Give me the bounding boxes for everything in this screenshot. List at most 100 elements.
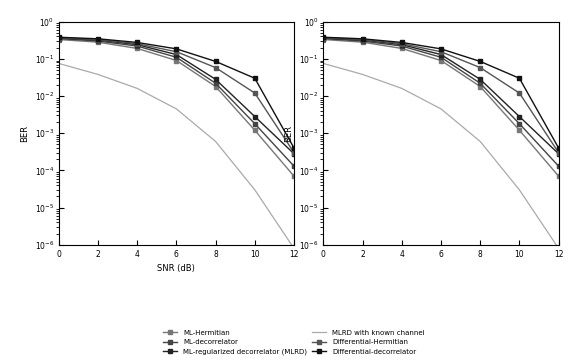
ML-Hermitian [95, 40, 102, 44]
Differential-Hermitian [251, 91, 258, 95]
Differential-Hermitian [173, 50, 180, 54]
ML-Hermitian [55, 37, 62, 42]
Differential-decorrelator [398, 40, 405, 45]
Differential-decorrelator [359, 37, 366, 41]
ML-decorrelator [516, 122, 523, 126]
MLRD with known channel [320, 61, 327, 66]
MLRD with known channel [516, 188, 523, 192]
Line: ML-regularized decorrelator (MLRD): ML-regularized decorrelator (MLRD) [322, 36, 560, 156]
MLRD with known channel [555, 246, 562, 251]
Differential-decorrelator [290, 146, 298, 150]
MLRD with known channel [398, 86, 405, 91]
Differential-decorrelator [133, 40, 141, 45]
Line: Differential-decorrelator: Differential-decorrelator [322, 36, 560, 150]
MLRD with known channel [173, 107, 180, 111]
ML-Hermitian [398, 46, 405, 51]
Differential-decorrelator [555, 146, 562, 150]
Differential-Hermitian [290, 150, 298, 155]
ML-regularized decorrelator (MLRD) [251, 114, 258, 119]
ML-regularized decorrelator (MLRD) [320, 36, 327, 40]
ML-Hermitian [477, 84, 484, 89]
Y-axis label: BER: BER [20, 125, 29, 142]
ML-decorrelator [212, 81, 219, 85]
Differential-decorrelator [251, 76, 258, 80]
ML-decorrelator [251, 122, 258, 126]
Legend: ML-Hermitian, ML-decorrelator, ML-regularized decorrelator (MLRD), MLRD with kno: ML-Hermitian, ML-decorrelator, ML-regula… [162, 328, 426, 356]
Line: Differential-Hermitian: Differential-Hermitian [57, 36, 296, 154]
MLRD with known channel [477, 139, 484, 144]
Differential-decorrelator [212, 59, 219, 64]
MLRD with known channel [359, 72, 366, 77]
ML-regularized decorrelator (MLRD) [359, 38, 366, 42]
Y-axis label: BER: BER [285, 125, 293, 142]
ML-regularized decorrelator (MLRD) [290, 152, 298, 156]
MLRD with known channel [55, 61, 62, 66]
ML-decorrelator [320, 36, 327, 41]
MLRD with known channel [95, 72, 102, 77]
ML-regularized decorrelator (MLRD) [95, 38, 102, 42]
ML-regularized decorrelator (MLRD) [55, 36, 62, 40]
ML-regularized decorrelator (MLRD) [173, 53, 180, 57]
MLRD with known channel [133, 86, 141, 91]
X-axis label: SNR (dB): SNR (dB) [158, 264, 195, 273]
ML-regularized decorrelator (MLRD) [398, 42, 405, 47]
ML-regularized decorrelator (MLRD) [437, 53, 445, 57]
ML-decorrelator [477, 81, 484, 85]
Differential-decorrelator [173, 47, 180, 51]
Differential-Hermitian [95, 37, 102, 42]
Differential-decorrelator [437, 47, 445, 51]
ML-Hermitian [359, 40, 366, 44]
ML-regularized decorrelator (MLRD) [212, 77, 219, 81]
Line: MLRD with known channel: MLRD with known channel [59, 63, 294, 248]
Differential-Hermitian [398, 41, 405, 46]
ML-decorrelator [173, 55, 180, 59]
MLRD with known channel [212, 139, 219, 144]
ML-regularized decorrelator (MLRD) [555, 152, 562, 156]
ML-Hermitian [516, 128, 523, 132]
ML-decorrelator [95, 39, 102, 43]
ML-Hermitian [133, 46, 141, 51]
Differential-Hermitian [212, 66, 219, 70]
Differential-Hermitian [320, 36, 327, 40]
ML-decorrelator [437, 55, 445, 59]
ML-decorrelator [555, 164, 562, 168]
Differential-decorrelator [516, 76, 523, 80]
Differential-Hermitian [477, 66, 484, 70]
Line: ML-regularized decorrelator (MLRD): ML-regularized decorrelator (MLRD) [57, 36, 296, 156]
MLRD with known channel [290, 246, 298, 251]
MLRD with known channel [437, 107, 445, 111]
Differential-decorrelator [55, 35, 62, 39]
Differential-Hermitian [359, 37, 366, 42]
Line: ML-decorrelator: ML-decorrelator [57, 37, 296, 168]
ML-Hermitian [555, 174, 562, 178]
ML-regularized decorrelator (MLRD) [516, 114, 523, 119]
ML-decorrelator [359, 39, 366, 43]
Line: ML-Hermitian: ML-Hermitian [322, 38, 560, 178]
Differential-Hermitian [555, 150, 562, 155]
ML-Hermitian [437, 58, 445, 63]
ML-decorrelator [290, 164, 298, 168]
ML-Hermitian [320, 37, 327, 42]
ML-Hermitian [251, 128, 258, 132]
ML-decorrelator [133, 44, 141, 48]
ML-decorrelator [398, 44, 405, 48]
Line: Differential-decorrelator: Differential-decorrelator [57, 36, 296, 150]
Differential-Hermitian [516, 91, 523, 95]
ML-decorrelator [55, 36, 62, 41]
Differential-Hermitian [437, 50, 445, 54]
Line: Differential-Hermitian: Differential-Hermitian [322, 36, 560, 154]
Differential-decorrelator [95, 37, 102, 41]
Differential-decorrelator [477, 59, 484, 64]
Line: MLRD with known channel: MLRD with known channel [323, 63, 559, 248]
Differential-decorrelator [320, 35, 327, 39]
MLRD with known channel [251, 188, 258, 192]
Line: ML-decorrelator: ML-decorrelator [322, 37, 560, 168]
ML-Hermitian [173, 58, 180, 63]
Differential-Hermitian [55, 36, 62, 40]
ML-Hermitian [290, 174, 298, 178]
ML-Hermitian [212, 84, 219, 89]
ML-regularized decorrelator (MLRD) [133, 42, 141, 47]
Differential-Hermitian [133, 41, 141, 46]
Line: ML-Hermitian: ML-Hermitian [57, 38, 296, 178]
ML-regularized decorrelator (MLRD) [477, 77, 484, 81]
